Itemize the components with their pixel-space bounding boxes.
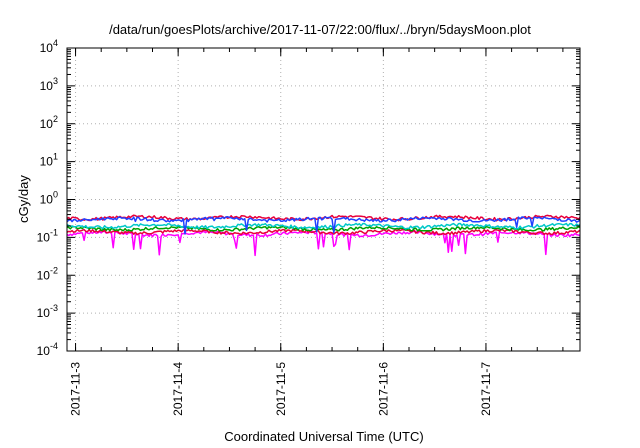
y-tick-label: 100: [40, 190, 58, 207]
series-line: [66, 230, 581, 257]
series-layer: [66, 214, 581, 257]
y-tick-label: 10-4: [37, 341, 58, 358]
x-axis-label: Coordinated Universal Time (UTC): [224, 429, 423, 444]
series-line: [66, 226, 581, 232]
y-tick-labels: 10-4 10-3 10-2 10-1 100 101 102 103 104: [37, 38, 58, 358]
grid: [67, 48, 580, 351]
y-axis-label: cGy/day: [16, 175, 31, 223]
y-tick-label: 10-2: [37, 265, 58, 282]
x-tick-label: 2017-11-4: [171, 362, 185, 416]
x-tick-label: 2017-11-3: [69, 362, 83, 416]
x-tick-label: 2017-11-6: [376, 362, 390, 416]
chart-title: /data/run/goesPlots/archive/2017-11-07/2…: [109, 22, 531, 37]
y-tick-label: 10-3: [37, 303, 58, 320]
y-tick-label: 104: [40, 38, 58, 55]
y-tick-label: 103: [40, 76, 58, 93]
series-line: [66, 222, 581, 230]
series-line: [66, 216, 581, 235]
x-tick-label: 2017-11-5: [274, 362, 288, 416]
series-line: [66, 228, 581, 236]
y-tick-label: 101: [40, 152, 58, 169]
y-tick-label: 10-1: [37, 227, 58, 244]
x-tick-labels: 2017-11-3 2017-11-4 2017-11-5 2017-11-6 2017…: [69, 362, 493, 416]
x-tick-label: 2017-11-7: [479, 362, 493, 416]
axis-ticks: [67, 47, 580, 352]
y-tick-label: 102: [40, 114, 58, 131]
